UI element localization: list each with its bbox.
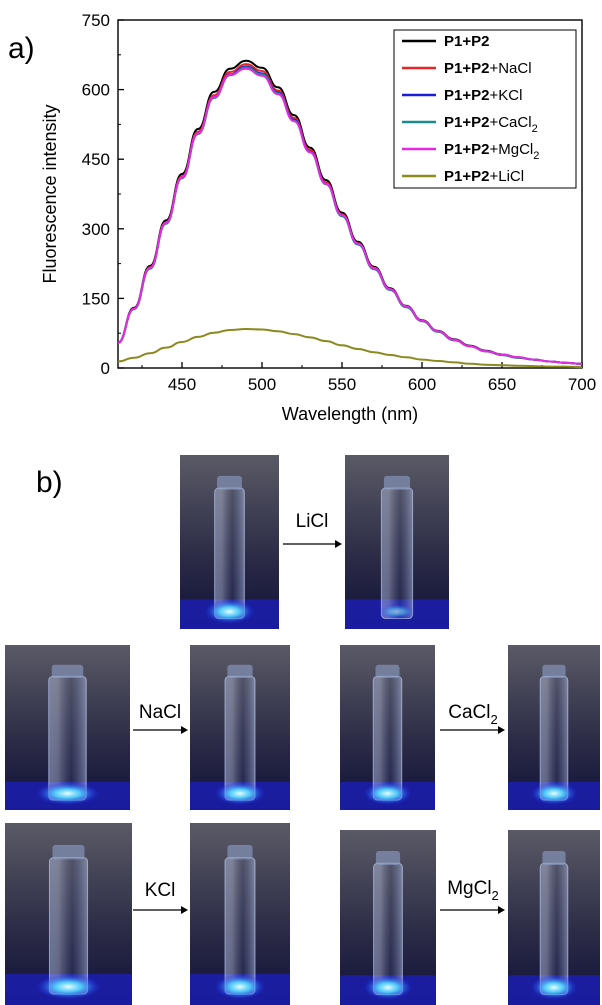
series-line-6 — [117, 328, 583, 369]
x-tick-label: 450 — [168, 375, 196, 394]
axis-ticks — [118, 19, 583, 369]
photo-after-nacl — [190, 645, 290, 810]
fluorescent-solution — [363, 781, 412, 806]
fluorescent-solution — [378, 603, 416, 620]
vial — [224, 857, 256, 995]
legend-box — [393, 29, 577, 189]
panel-a-label: a) — [8, 32, 35, 65]
y-tick-label: 0 — [101, 359, 110, 378]
panel-b-label: b) — [36, 466, 63, 499]
arrow-label-licl: LiCl — [296, 511, 329, 532]
vial — [539, 675, 569, 801]
fluorescent-solution — [36, 974, 101, 1000]
vial-neck — [542, 664, 566, 678]
photo-before-licl — [180, 455, 279, 629]
vial — [372, 675, 403, 801]
vial-neck — [542, 851, 566, 865]
vial-neck — [52, 844, 85, 860]
fluorescent-solution — [214, 781, 266, 806]
arrow-label-cacl2: CaCl2 — [448, 702, 497, 727]
photo-before-kcl — [5, 823, 132, 1005]
arrow-nacl-head — [181, 726, 188, 734]
y-tick-labels: 0 150 300 450 600 750 — [82, 11, 110, 378]
y-tick-label: 150 — [82, 289, 110, 308]
y-tick-label: 750 — [82, 11, 110, 30]
y-tick-label: 600 — [82, 81, 110, 100]
vial — [48, 857, 89, 995]
x-tick-label: 650 — [488, 375, 516, 394]
vial-neck — [375, 664, 400, 678]
vial — [539, 862, 569, 995]
arrow-label-kcl: KCl — [145, 880, 176, 901]
legend-entry: P1+P2 — [444, 33, 489, 50]
vial — [214, 487, 245, 620]
photo-before-mgcl2 — [340, 830, 436, 1005]
fluorescent-solution — [204, 599, 255, 624]
vial-photographs: LiCl NaCl CaCl2 KCl MgCl2 — [5, 455, 600, 1005]
fluorescent-solution — [530, 975, 578, 1000]
photo-after-mgcl2 — [508, 830, 600, 1005]
vial-neck — [227, 664, 253, 678]
series-curves — [117, 59, 583, 369]
vial-neck — [51, 664, 84, 678]
fluorescent-solution — [363, 975, 413, 1000]
legend: P1+P2 P1+P2+NaCl P1+P2+KCl P1+P2+CaCl2 P1+P2… — [402, 33, 539, 185]
legend-entry: P1+P2+LiCl — [444, 168, 524, 185]
legend-entry: P1+P2+KCl — [444, 87, 522, 104]
x-tick-labels: 450 500 550 600 650 700 — [168, 375, 596, 394]
y-tick-label: 300 — [82, 220, 110, 239]
arrow-cacl2-head — [498, 726, 505, 734]
arrow-mgcl2-head — [498, 906, 505, 914]
vial — [48, 675, 87, 801]
x-tick-label: 500 — [248, 375, 276, 394]
legend-entry: P1+P2+CaCl2 — [444, 114, 538, 135]
photo-after-cacl2 — [508, 645, 600, 810]
vial — [224, 675, 256, 801]
x-axis-title: Wavelength (nm) — [282, 404, 418, 424]
fluorescent-solution — [530, 781, 578, 806]
vial-neck — [227, 844, 253, 860]
x-tick-label: 550 — [328, 375, 356, 394]
photo-before-cacl2 — [340, 645, 435, 810]
photo-after-licl — [345, 455, 449, 629]
arrow-label-nacl: NaCl — [139, 702, 181, 723]
legend-entry: P1+P2+MgCl2 — [444, 141, 539, 162]
arrow-label-mgcl2: MgCl2 — [447, 878, 499, 903]
legend-entry: P1+P2+NaCl — [444, 60, 532, 77]
vial-neck — [217, 475, 242, 490]
vial — [380, 487, 414, 620]
vial-neck — [383, 475, 411, 490]
fluorescent-solution — [214, 974, 266, 1000]
arrow-licl-head — [335, 540, 342, 548]
y-axis-title: Fluorescence intensity — [40, 104, 60, 283]
vial — [373, 862, 403, 995]
x-tick-label: 600 — [408, 375, 436, 394]
x-tick-label: 700 — [568, 375, 596, 394]
series-line-5 — [117, 67, 583, 365]
arrow-kcl-head — [181, 906, 188, 914]
vial-neck — [375, 851, 401, 865]
y-tick-label: 450 — [82, 150, 110, 169]
fluorescent-solution — [35, 781, 100, 806]
photo-before-nacl — [5, 645, 130, 810]
photo-after-kcl — [190, 823, 290, 1005]
